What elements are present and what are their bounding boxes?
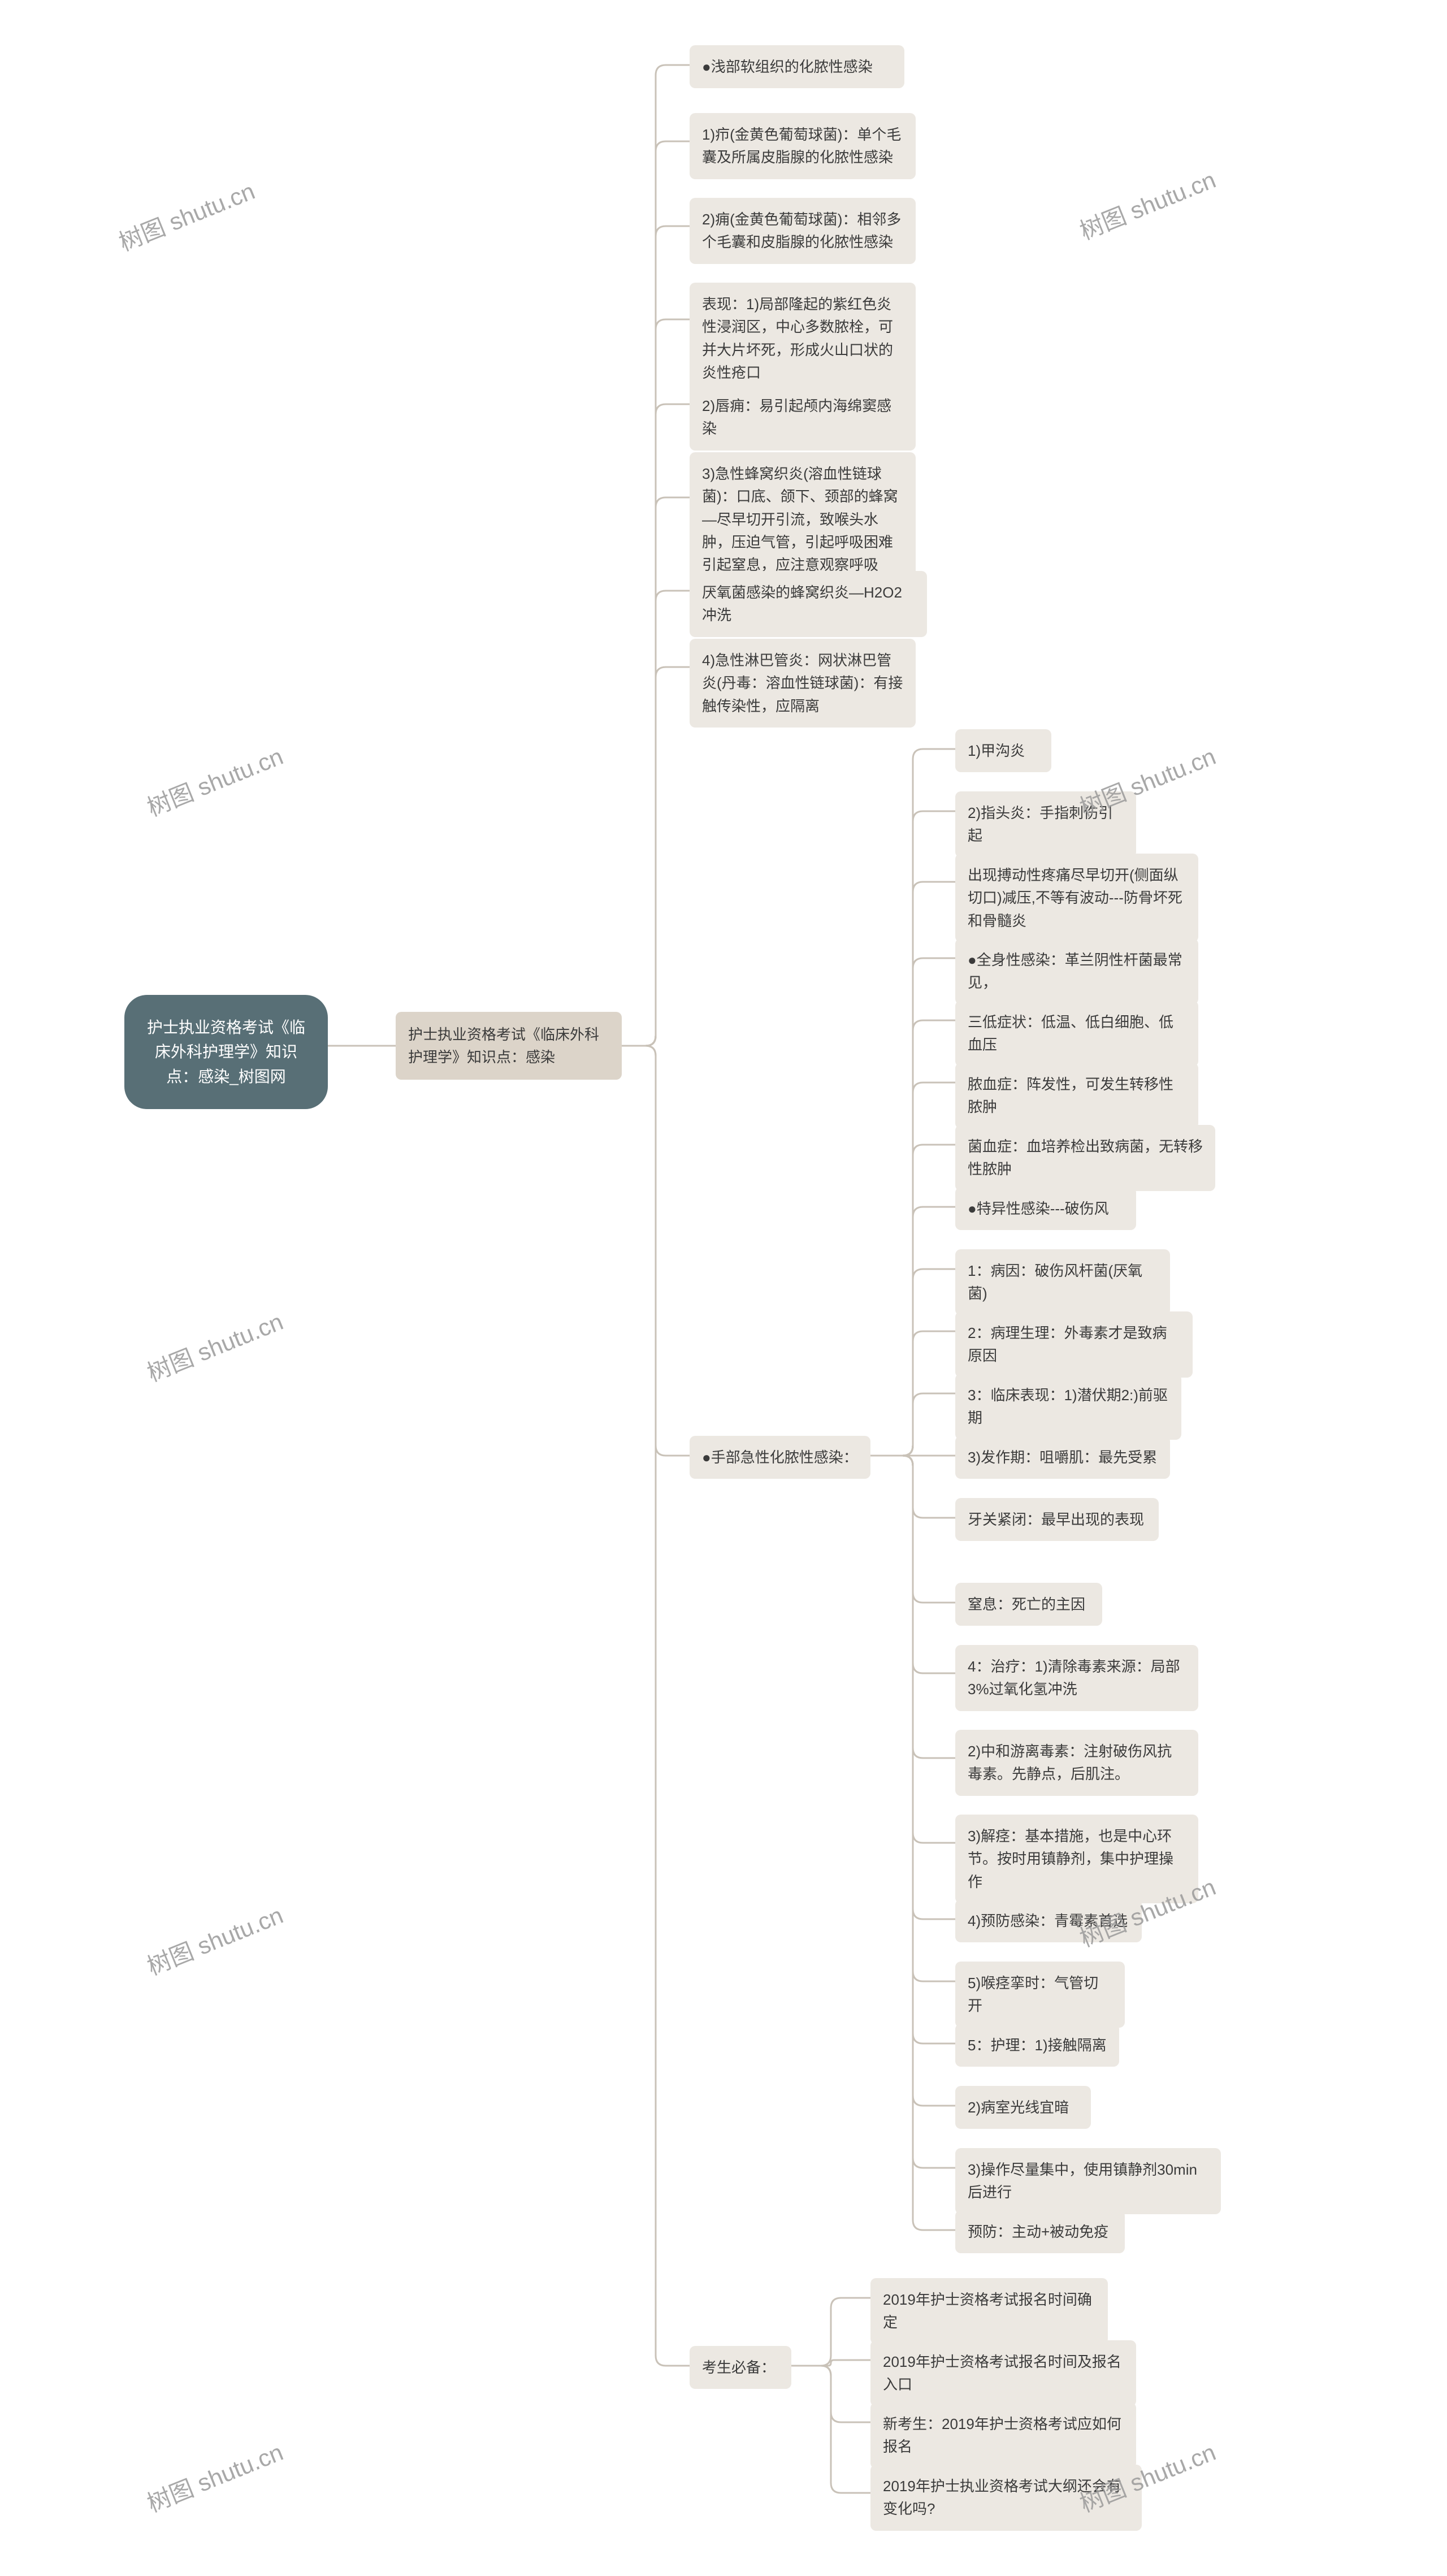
topic-manifestation: 表现：1)局部隆起的紫红色炎性浸润区，中心多数脓栓，可并大片坏死，形成火山口状的… xyxy=(690,283,916,394)
topic-furuncle: 1)疖(金黄色葡萄球菌)：单个毛囊及所属皮脂腺的化脓性感染 xyxy=(690,113,916,179)
hand-child: 预防：主动+被动免疫 xyxy=(955,2210,1125,2253)
hand-child: 三低症状：低温、低白细胞、低血压 xyxy=(955,1001,1198,1067)
exam-child: 2019年护士资格考试报名时间确定 xyxy=(870,2278,1108,2344)
exam-child: 2019年护士资格考试报名时间及报名入口 xyxy=(870,2340,1136,2406)
node-text: 三低症状：低温、低白细胞、低血压 xyxy=(968,1011,1186,1057)
node-text: 表现：1)局部隆起的紫红色炎性浸润区，中心多数脓栓，可并大片坏死，形成火山口状的… xyxy=(702,293,903,384)
node-text: 1)疖(金黄色葡萄球菌)：单个毛囊及所属皮脂腺的化脓性感染 xyxy=(702,123,903,169)
topic-lymphangitis: 4)急性淋巴管炎：网状淋巴管炎(丹毒：溶血性链球菌)：有接触传染性，应隔离 xyxy=(690,639,916,728)
node-text: 3)操作尽量集中，使用镇静剂30min后进行 xyxy=(968,2158,1208,2204)
topic-anaerobic: 厌氧菌感染的蜂窝织炎—H2O2冲洗 xyxy=(690,571,927,637)
node-text: 2)中和游离毒素：注射破伤风抗毒素。先静点，后肌注。 xyxy=(968,1740,1186,1786)
root-label: 护士执业资格考试《临床外科护理学》知识点：感染_树图网 xyxy=(141,1015,311,1089)
node-text: 4：治疗：1)清除毒素来源：局部3%过氧化氢冲洗 xyxy=(968,1655,1186,1701)
node-text: 预防：主动+被动免疫 xyxy=(968,2220,1108,2243)
topic-hand-infection: ●手部急性化脓性感染： xyxy=(690,1436,870,1479)
exam-child: 新考生：2019年护士资格考试应如何报名 xyxy=(870,2402,1136,2469)
hand-child: 2)指头炎：手指刺伤引起 xyxy=(955,791,1136,858)
node-text: ●手部急性化脓性感染： xyxy=(702,1446,858,1469)
node-text: 2019年护士资格考试报名时间及报名入口 xyxy=(883,2350,1124,2396)
hand-child: 窒息：死亡的主因 xyxy=(955,1583,1102,1626)
node-text: 2019年护士执业资格考试大纲还会有变化吗? xyxy=(883,2475,1129,2521)
node-text: 1：病因：破伤风杆菌(厌氧菌) xyxy=(968,1259,1158,1305)
node-text: 5：护理：1)接触隔离 xyxy=(968,2034,1107,2057)
node-text: 出现搏动性疼痛尽早切开(侧面纵切口)减压,不等有波动---防骨坏死和骨髓炎 xyxy=(968,864,1186,932)
node-text: 考生必备： xyxy=(702,2356,776,2379)
hand-child: 2：病理生理：外毒素才是致病原因 xyxy=(955,1311,1193,1378)
node-text: 3)急性蜂窝织炎(溶血性链球菌)：口底、颌下、颈部的蜂窝—尽早切开引流，致喉头水… xyxy=(702,462,903,576)
node-text: 2)指头炎：手指刺伤引起 xyxy=(968,802,1124,847)
node-text: 2)唇痈：易引起颅内海绵窦感染 xyxy=(702,395,903,440)
node-text: 牙关紧闭：最早出现的表现 xyxy=(968,1508,1144,1531)
node-text: 4)急性淋巴管炎：网状淋巴管炎(丹毒：溶血性链球菌)：有接触传染性，应隔离 xyxy=(702,649,903,717)
node-text: 2)病室光线宜暗 xyxy=(968,2096,1069,2119)
node-text: ●特异性感染---破伤风 xyxy=(968,1197,1109,1220)
level1-node: 护士执业资格考试《临床外科护理学》知识点：感染 xyxy=(396,1012,622,1080)
hand-child: 3)发作期：咀嚼肌：最先受累 xyxy=(955,1436,1170,1479)
node-text: 3：临床表现：1)潜伏期2:)前驱期 xyxy=(968,1384,1169,1430)
node-text: 厌氧菌感染的蜂窝织炎—H2O2冲洗 xyxy=(702,581,915,627)
node-text: 3)发作期：咀嚼肌：最先受累 xyxy=(968,1446,1157,1469)
hand-child: 脓血症：阵发性，可发生转移性脓肿 xyxy=(955,1063,1198,1129)
node-text: 4)预防感染：青霉素首选 xyxy=(968,1910,1128,1932)
node-text: 窒息：死亡的主因 xyxy=(968,1593,1085,1616)
root-node: 护士执业资格考试《临床外科护理学》知识点：感染_树图网 xyxy=(124,995,328,1109)
hand-child: 3)操作尽量集中，使用镇静剂30min后进行 xyxy=(955,2148,1221,2214)
node-text: 新考生：2019年护士资格考试应如何报名 xyxy=(883,2413,1124,2458)
hand-child: 菌血症：血培养检出致病菌，无转移性脓肿 xyxy=(955,1125,1215,1191)
hand-child: 4：治疗：1)清除毒素来源：局部3%过氧化氢冲洗 xyxy=(955,1645,1198,1711)
hand-child: ●特异性感染---破伤风 xyxy=(955,1187,1136,1230)
exam-child: 2019年护士执业资格考试大纲还会有变化吗? xyxy=(870,2465,1142,2531)
hand-child: 3：临床表现：1)潜伏期2:)前驱期 xyxy=(955,1374,1181,1440)
hand-child: 5)喉痉挛时：气管切开 xyxy=(955,1962,1125,2028)
node-text: 1)甲沟炎 xyxy=(968,739,1025,762)
node-text: 2：病理生理：外毒素才是致病原因 xyxy=(968,1322,1180,1367)
node-text: ●浅部软组织的化脓性感染 xyxy=(702,55,873,78)
node-text: 2)痈(金黄色葡萄球菌)：相邻多个毛囊和皮脂腺的化脓性感染 xyxy=(702,208,903,254)
node-text: 菌血症：血培养检出致病菌，无转移性脓肿 xyxy=(968,1135,1203,1181)
hand-child: 3)解痉：基本措施，也是中心环节。按时用镇静剂，集中护理操作 xyxy=(955,1815,1198,1903)
hand-child: 2)病室光线宜暗 xyxy=(955,2086,1091,2129)
node-text: 2019年护士资格考试报名时间确定 xyxy=(883,2288,1095,2334)
hand-child: 5：护理：1)接触隔离 xyxy=(955,2024,1119,2067)
node-text: 脓血症：阵发性，可发生转移性脓肿 xyxy=(968,1073,1186,1119)
hand-child: 出现搏动性疼痛尽早切开(侧面纵切口)减压,不等有波动---防骨坏死和骨髓炎 xyxy=(955,854,1198,942)
node-text: 3)解痉：基本措施，也是中心环节。按时用镇静剂，集中护理操作 xyxy=(968,1825,1186,1893)
hand-child: 2)中和游离毒素：注射破伤风抗毒素。先静点，后肌注。 xyxy=(955,1730,1198,1796)
topic-lip-carbuncle: 2)唇痈：易引起颅内海绵窦感染 xyxy=(690,384,916,451)
hand-child: ●全身性感染：革兰阴性杆菌最常见， xyxy=(955,938,1198,1005)
hand-child: 1)甲沟炎 xyxy=(955,729,1051,772)
hand-child: 1：病因：破伤风杆菌(厌氧菌) xyxy=(955,1249,1170,1315)
topic-cellulitis: 3)急性蜂窝织炎(溶血性链球菌)：口底、颌下、颈部的蜂窝—尽早切开引流，致喉头水… xyxy=(690,452,916,586)
hand-child: 4)预防感染：青霉素首选 xyxy=(955,1899,1142,1942)
node-text: 5)喉痉挛时：气管切开 xyxy=(968,1972,1112,2017)
level1-label: 护士执业资格考试《临床外科护理学》知识点：感染 xyxy=(408,1023,609,1069)
topic-carbuncle: 2)痈(金黄色葡萄球菌)：相邻多个毛囊和皮脂腺的化脓性感染 xyxy=(690,198,916,264)
topic-exam-prep: 考生必备： xyxy=(690,2346,791,2389)
topic-superficial-infection: ●浅部软组织的化脓性感染 xyxy=(690,45,904,88)
node-text: ●全身性感染：革兰阴性杆菌最常见， xyxy=(968,949,1186,994)
hand-child: 牙关紧闭：最早出现的表现 xyxy=(955,1498,1159,1541)
